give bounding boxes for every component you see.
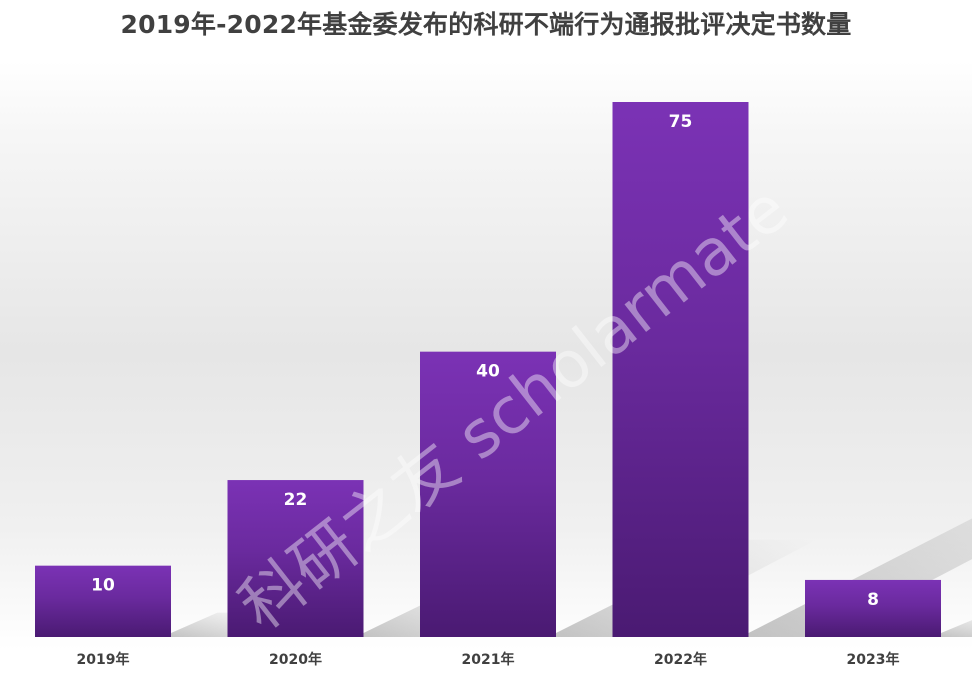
x-tick-label: 2022年 <box>654 651 707 668</box>
chart-title: 2019年-2022年基金委发布的科研不端行为通报批评决定书数量 <box>120 10 852 39</box>
data-label: 40 <box>476 362 500 382</box>
bar-2020年 <box>227 480 364 637</box>
bar-2021年 <box>420 351 556 637</box>
bar-2023年 <box>805 579 941 637</box>
bars <box>35 102 941 637</box>
data-label: 10 <box>91 576 115 596</box>
bar-2019年 <box>35 565 171 637</box>
x-tick-label: 2019年 <box>77 651 130 668</box>
bar-shadow <box>941 620 972 637</box>
x-tick-label: 2020年 <box>269 651 322 668</box>
data-label: 8 <box>867 590 879 610</box>
x-tick-label: 2023年 <box>847 651 900 668</box>
x-tick-label: 2021年 <box>462 651 515 668</box>
data-label: 75 <box>669 112 693 132</box>
bar-2022年 <box>612 102 749 637</box>
data-labels: 10 22 40 75 8 <box>91 112 879 610</box>
bar-shadow <box>748 518 972 637</box>
x-axis-ticks: 2019年 2020年 2021年 2022年 2023年 <box>77 651 900 668</box>
data-label: 22 <box>284 490 308 510</box>
